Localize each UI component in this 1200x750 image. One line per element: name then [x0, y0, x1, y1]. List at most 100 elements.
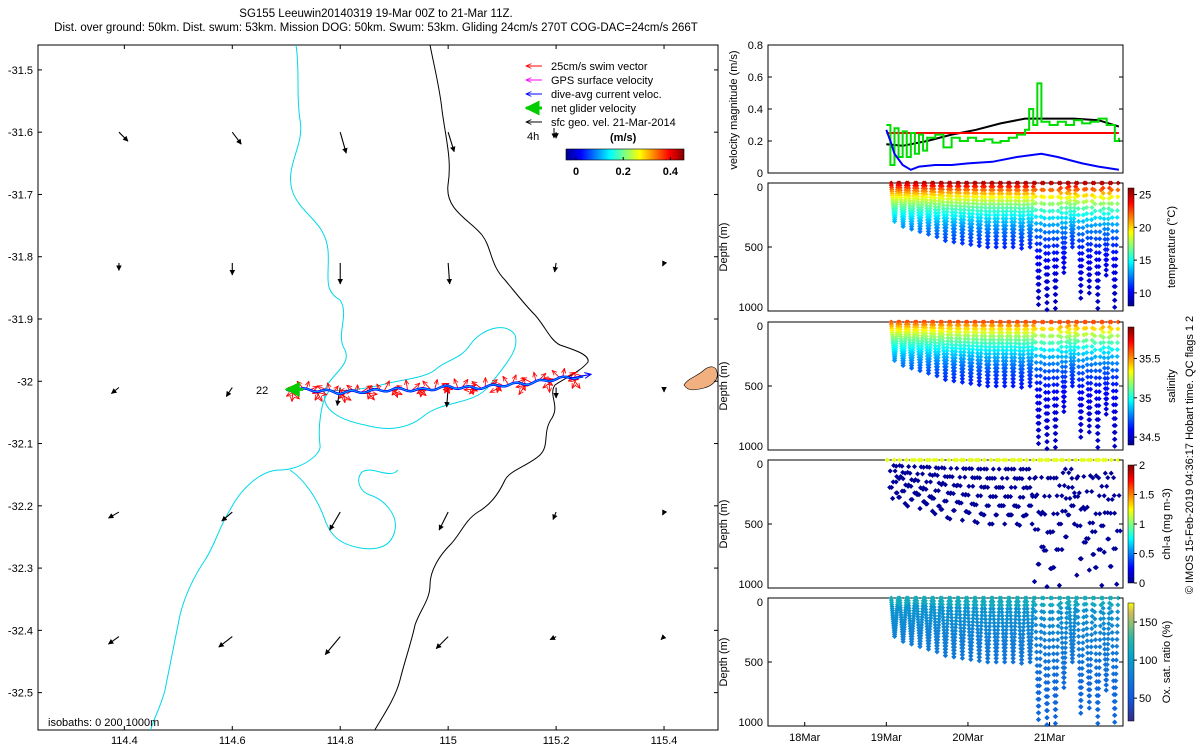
dive-sample [1067, 194, 1073, 200]
dive-sample [1063, 205, 1069, 211]
dive-sample [1046, 243, 1052, 249]
dive-sample [1046, 236, 1052, 242]
dive-sample [1045, 257, 1051, 263]
map-ytick-label: -31.9 [8, 314, 33, 326]
dive-sample [957, 207, 963, 213]
dive-sample [1021, 202, 1027, 208]
cbar-tick-label: 34.5 [1139, 432, 1160, 444]
dive-sample [1042, 243, 1048, 249]
dive-sample [983, 208, 989, 214]
dive-sample [985, 237, 991, 243]
dive-sample [1076, 238, 1082, 244]
dive-sample [1024, 184, 1030, 190]
current-vector [329, 511, 341, 531]
dive-sample [1067, 201, 1073, 207]
dive-sample [1059, 210, 1065, 216]
dive-sample [1070, 240, 1076, 246]
figure-subtitle: Dist. over ground: 50km. Dist. swum: 53k… [54, 22, 698, 34]
dive-sample [1016, 194, 1022, 201]
dive-sample [1034, 254, 1040, 260]
dive-sample [932, 204, 938, 210]
temperature-cbar-label: temperature (°C) [1166, 206, 1178, 288]
chlorophyll-colorbar [1127, 464, 1135, 584]
swim-vector [406, 380, 408, 392]
swim-vector [563, 368, 565, 377]
dive-sample [978, 211, 984, 217]
dive-sample [1085, 235, 1091, 241]
dive-sample [1067, 208, 1074, 214]
velocity-series [885, 82, 1120, 171]
cbar-tick-label: 50 [1139, 693, 1151, 705]
dive-sample [974, 194, 980, 200]
dive-sample [1068, 216, 1074, 222]
dive-sample [1051, 250, 1057, 256]
dive-sample [1062, 250, 1068, 256]
dive-sample [973, 190, 979, 197]
swim-vector [306, 381, 308, 389]
map-ytick-label: -32.5 [8, 688, 33, 700]
dive-sample [1088, 229, 1094, 235]
salinity-colorbar-ticks: 34.5 35 35.5 [1134, 353, 1160, 444]
swim-vector [534, 372, 536, 382]
current-vector [552, 511, 558, 521]
dive-sample [1055, 208, 1061, 214]
speed-colorbar-ticks: 0 0.2 0.4 [573, 157, 679, 178]
dive-sample [944, 212, 950, 218]
dive-sample [1071, 219, 1077, 225]
dive-sample [1087, 278, 1093, 284]
oxygen-colorbar-ticks: 50 100 150 [1134, 617, 1157, 705]
vel-ytick-label: 0.2 [748, 136, 763, 148]
dive-sample [1016, 205, 1023, 211]
dive-sample [1054, 229, 1061, 235]
dive-sample [1083, 180, 1089, 186]
dive-sample [1071, 208, 1077, 214]
map-xtick-label: 114.6 [219, 735, 246, 747]
dive-sample [1062, 235, 1068, 241]
time-tick-label: 18Mar [789, 732, 821, 744]
dive-sample [1010, 237, 1017, 243]
dive-sample [928, 191, 934, 197]
glider-track [284, 368, 591, 402]
dive-sample [986, 223, 992, 229]
dive-sample [1045, 264, 1051, 271]
isobath-200m-east [289, 469, 399, 550]
swim-vector [572, 378, 577, 388]
dive-sample [1041, 208, 1047, 214]
dive-sample [1025, 201, 1031, 207]
dive-sample [1041, 215, 1048, 221]
current-vector [339, 132, 348, 154]
dive-sample [1054, 243, 1060, 249]
dive-sample [956, 180, 962, 186]
dive-sample [1070, 237, 1076, 243]
dive-sample [1079, 238, 1086, 244]
dive-sample [999, 201, 1005, 207]
dive-sample [995, 208, 1001, 214]
dive-sample [975, 211, 981, 217]
dive-sample [1075, 206, 1081, 212]
dive-sample [1044, 300, 1050, 306]
dive-sample [1037, 234, 1043, 240]
dive-sample [1036, 295, 1042, 301]
dive-sample [1045, 271, 1051, 278]
dive-sample [1033, 200, 1039, 206]
dive-sample [892, 218, 898, 224]
dive-sample [968, 241, 974, 247]
map-x-axis: 114.4 114.6 114.8 115 115.2 115.4 [111, 45, 677, 747]
dive-sample [991, 201, 997, 207]
dive-sample [1070, 233, 1076, 239]
dive-sample [1086, 284, 1093, 290]
dive-sample [1076, 250, 1083, 256]
salinity-cbar-label: salinity [1166, 369, 1178, 403]
dive-sample [931, 186, 937, 192]
cbar-tick-label: 100 [1139, 655, 1157, 667]
dive-sample [1083, 186, 1089, 192]
dive-sample [1037, 254, 1043, 260]
dive-sample [974, 204, 980, 210]
track-start-label: 22 [256, 385, 268, 397]
dive-sample [941, 212, 947, 218]
depth-ytick-label: 500 [745, 657, 763, 669]
velocity-y-axis: 0 0.2 0.4 0.6 0.8 [748, 40, 1123, 180]
depth-ytick-label: 1000 [739, 717, 763, 729]
dive-sample [1058, 185, 1064, 191]
dive-sample [995, 205, 1001, 211]
